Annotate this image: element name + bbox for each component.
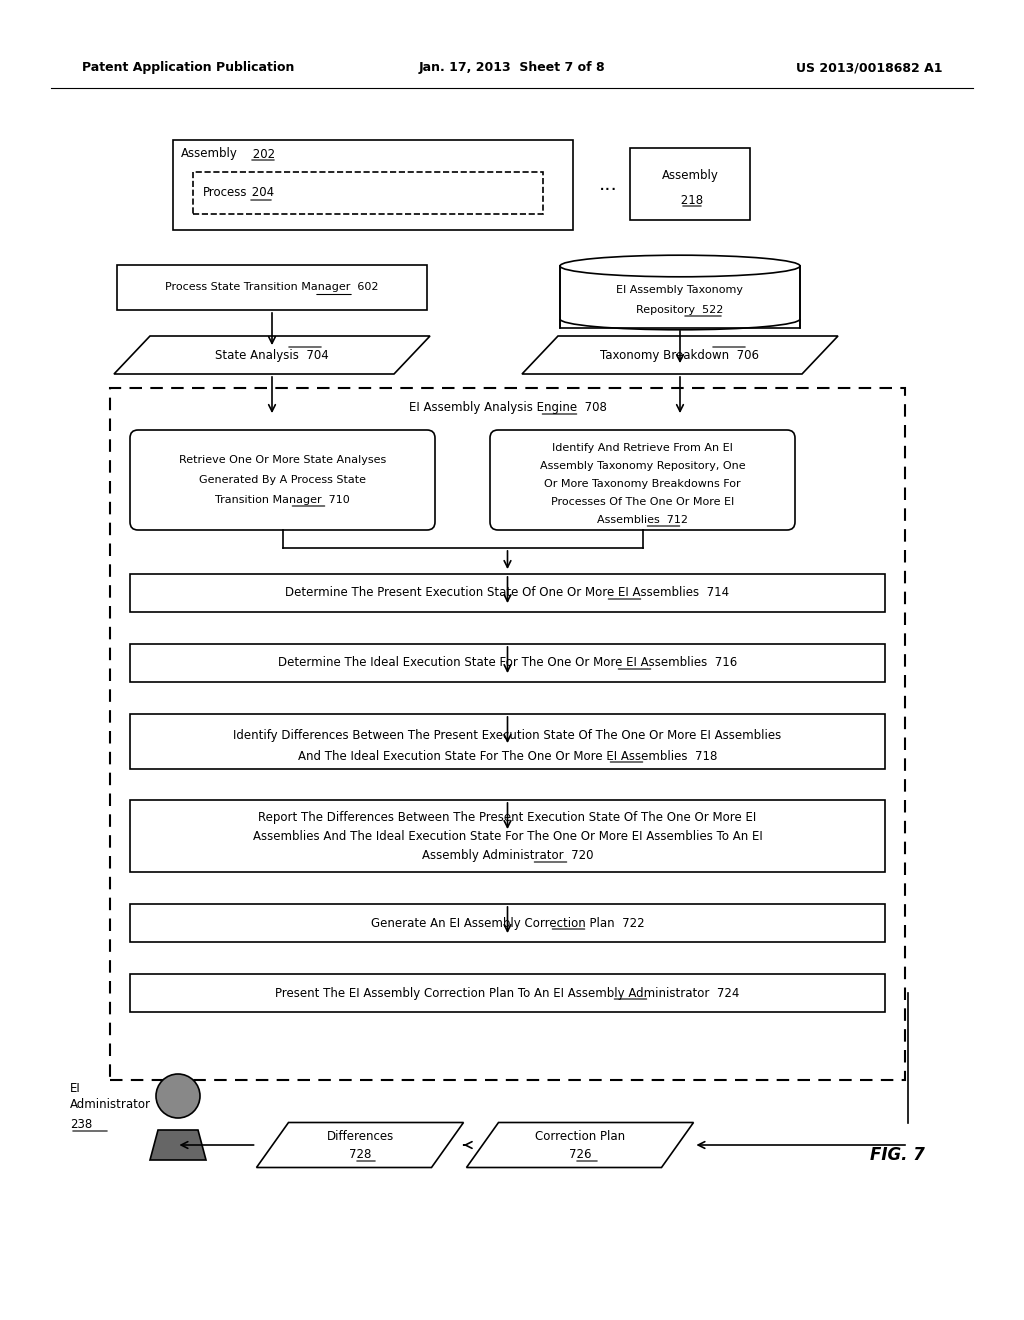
Text: FIG. 7: FIG. 7 xyxy=(870,1146,925,1164)
Text: Assemblies And The Ideal Execution State For The One Or More EI Assemblies To An: Assemblies And The Ideal Execution State… xyxy=(253,829,763,842)
Text: And The Ideal Execution State For The One Or More EI Assemblies  718: And The Ideal Execution State For The On… xyxy=(298,750,717,763)
Text: Assembly Administrator  720: Assembly Administrator 720 xyxy=(422,850,593,862)
Text: Assembly: Assembly xyxy=(662,169,719,182)
Text: Correction Plan: Correction Plan xyxy=(535,1130,625,1143)
Bar xyxy=(560,267,800,327)
Text: Assembly Taxonomy Repository, One: Assembly Taxonomy Repository, One xyxy=(540,461,745,471)
Text: Determine The Ideal Execution State For The One Or More EI Assemblies  716: Determine The Ideal Execution State For … xyxy=(278,656,737,669)
Bar xyxy=(130,974,885,1012)
Text: 218: 218 xyxy=(677,194,703,206)
Text: Present The EI Assembly Correction Plan To An EI Assembly Administrator  724: Present The EI Assembly Correction Plan … xyxy=(275,986,739,999)
Text: Jan. 17, 2013  Sheet 7 of 8: Jan. 17, 2013 Sheet 7 of 8 xyxy=(419,62,605,74)
FancyBboxPatch shape xyxy=(130,430,435,531)
Text: Process State Transition Manager  602: Process State Transition Manager 602 xyxy=(165,282,379,293)
Text: 202: 202 xyxy=(249,148,275,161)
Polygon shape xyxy=(467,1122,693,1167)
Text: State Analysis  704: State Analysis 704 xyxy=(215,348,329,362)
Text: US 2013/0018682 A1: US 2013/0018682 A1 xyxy=(796,62,942,74)
Text: Repository  522: Repository 522 xyxy=(636,305,724,315)
Text: Taxonomy Breakdown  706: Taxonomy Breakdown 706 xyxy=(600,348,760,362)
FancyBboxPatch shape xyxy=(490,430,795,531)
Polygon shape xyxy=(114,337,430,374)
Text: Or More Taxonomy Breakdowns For: Or More Taxonomy Breakdowns For xyxy=(544,479,740,488)
Text: Determine The Present Execution State Of One Or More EI Assemblies  714: Determine The Present Execution State Of… xyxy=(286,586,729,599)
Text: Transition Manager  710: Transition Manager 710 xyxy=(215,495,350,506)
Polygon shape xyxy=(256,1122,464,1167)
Text: Identify And Retrieve From An EI: Identify And Retrieve From An EI xyxy=(552,444,733,453)
Bar xyxy=(130,644,885,682)
Text: Assemblies  712: Assemblies 712 xyxy=(597,515,688,525)
Ellipse shape xyxy=(560,255,800,277)
Text: Retrieve One Or More State Analyses: Retrieve One Or More State Analyses xyxy=(179,455,386,465)
Text: Differences: Differences xyxy=(327,1130,393,1143)
Text: EI Assembly Taxonomy: EI Assembly Taxonomy xyxy=(616,285,743,294)
Text: 238: 238 xyxy=(70,1118,92,1131)
Bar xyxy=(130,714,885,770)
Bar xyxy=(130,800,885,873)
Text: Patent Application Publication: Patent Application Publication xyxy=(82,62,294,74)
Bar xyxy=(110,388,905,1080)
Text: EI Assembly Analysis Engine  708: EI Assembly Analysis Engine 708 xyxy=(409,401,606,414)
Text: Generated By A Process State: Generated By A Process State xyxy=(199,475,366,484)
Bar xyxy=(630,148,750,220)
Text: Process: Process xyxy=(203,186,248,199)
Text: ...: ... xyxy=(599,176,617,194)
Text: Identify Differences Between The Present Execution State Of The One Or More EI A: Identify Differences Between The Present… xyxy=(233,730,781,742)
Polygon shape xyxy=(522,337,838,374)
Text: EI: EI xyxy=(70,1081,81,1094)
Bar xyxy=(117,265,427,310)
Text: Report The Differences Between The Present Execution State Of The One Or More EI: Report The Differences Between The Prese… xyxy=(258,812,757,825)
Bar xyxy=(173,140,573,230)
Polygon shape xyxy=(150,1130,206,1160)
Bar xyxy=(130,904,885,942)
Circle shape xyxy=(156,1074,200,1118)
Text: Processes Of The One Or More EI: Processes Of The One Or More EI xyxy=(551,498,734,507)
Text: 726: 726 xyxy=(568,1148,591,1162)
Bar xyxy=(193,172,543,214)
Text: 204: 204 xyxy=(248,186,274,199)
Text: Generate An EI Assembly Correction Plan  722: Generate An EI Assembly Correction Plan … xyxy=(371,916,644,929)
Bar xyxy=(130,574,885,612)
Text: Administrator: Administrator xyxy=(70,1098,151,1111)
Text: 728: 728 xyxy=(349,1148,371,1162)
Text: Assembly: Assembly xyxy=(181,148,238,161)
